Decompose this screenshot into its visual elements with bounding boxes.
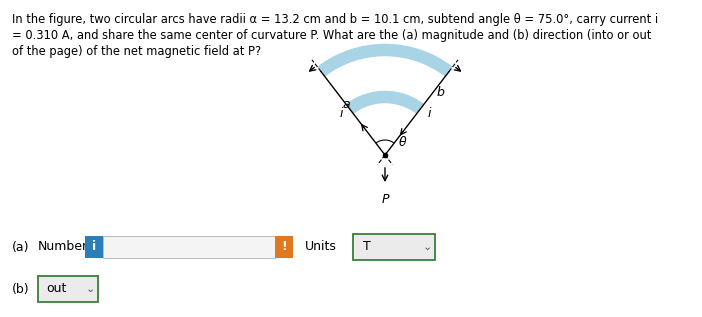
- Text: T: T: [363, 241, 371, 254]
- Text: P: P: [381, 193, 389, 206]
- FancyBboxPatch shape: [103, 236, 275, 258]
- Text: = 0.310 A, and share the same center of curvature P. What are the (a) magnitude : = 0.310 A, and share the same center of …: [12, 29, 651, 42]
- Text: !: !: [281, 241, 287, 254]
- Text: θ: θ: [399, 136, 406, 149]
- FancyBboxPatch shape: [85, 236, 103, 258]
- Text: ⌄: ⌄: [86, 284, 95, 294]
- FancyBboxPatch shape: [38, 276, 98, 302]
- Text: i: i: [92, 241, 96, 254]
- Text: ⌄: ⌄: [423, 242, 432, 252]
- FancyBboxPatch shape: [275, 236, 293, 258]
- Text: i: i: [339, 107, 343, 120]
- Text: (a): (a): [12, 241, 29, 254]
- Text: (b): (b): [12, 282, 29, 295]
- Text: of the page) of the net magnetic field at P?: of the page) of the net magnetic field a…: [12, 45, 261, 58]
- Text: out: out: [46, 282, 67, 295]
- Text: Number: Number: [38, 241, 88, 254]
- FancyBboxPatch shape: [353, 234, 435, 260]
- Text: In the figure, two circular arcs have radii α = 13.2 cm and b = 10.1 cm, subtend: In the figure, two circular arcs have ra…: [12, 13, 658, 26]
- Text: i: i: [428, 107, 431, 120]
- Text: Units: Units: [305, 241, 337, 254]
- Text: a: a: [342, 98, 350, 111]
- Text: b: b: [437, 86, 444, 100]
